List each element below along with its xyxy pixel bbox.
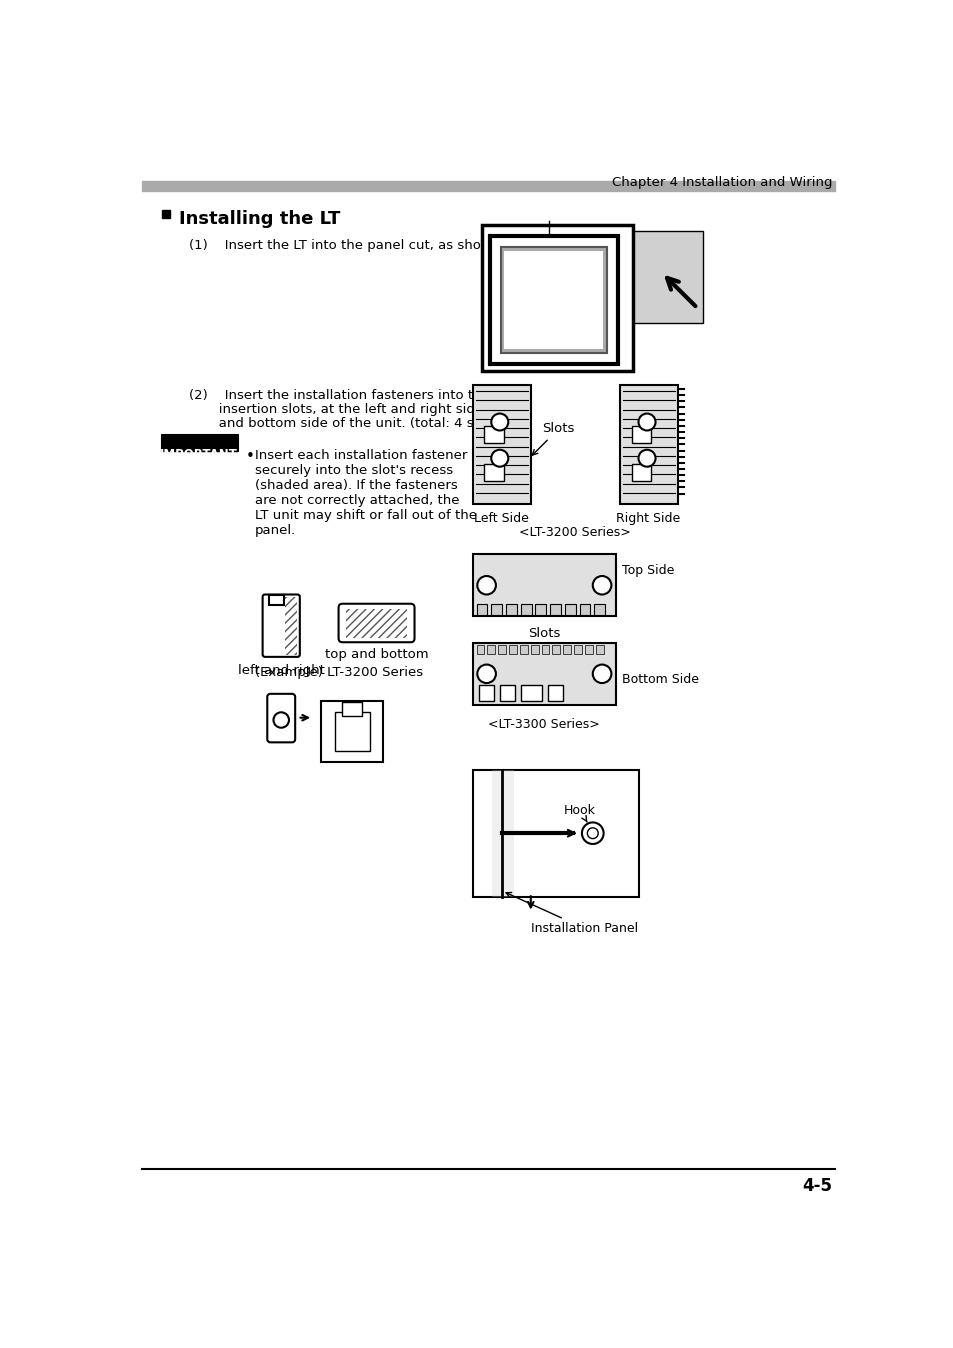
- Bar: [631, 464, 650, 481]
- Circle shape: [476, 576, 496, 594]
- Bar: [492, 770, 513, 898]
- Text: (2)    Insert the installation fasteners into the LT: (2) Insert the installation fasteners in…: [189, 390, 507, 402]
- Circle shape: [638, 414, 655, 430]
- Text: (1)    Insert the LT into the panel cut, as shown.: (1) Insert the LT into the panel cut, as…: [189, 239, 504, 252]
- Text: Installation Panel: Installation Panel: [505, 892, 638, 934]
- FancyBboxPatch shape: [267, 694, 294, 743]
- Circle shape: [476, 665, 496, 683]
- Bar: [505, 604, 517, 615]
- Bar: [504, 251, 602, 349]
- Bar: [564, 604, 575, 615]
- Bar: [472, 643, 616, 705]
- Text: top and bottom: top and bottom: [324, 647, 428, 661]
- Bar: [509, 644, 517, 654]
- Text: Hook: Hook: [563, 803, 596, 822]
- Bar: [594, 604, 604, 615]
- Text: Chapter 4 Installation and Wiring: Chapter 4 Installation and Wiring: [611, 175, 831, 189]
- Bar: [619, 386, 678, 504]
- FancyBboxPatch shape: [262, 594, 299, 656]
- Bar: [285, 597, 297, 655]
- FancyBboxPatch shape: [338, 604, 415, 642]
- Bar: [162, 209, 171, 218]
- Bar: [472, 386, 530, 504]
- Bar: [562, 644, 571, 654]
- Bar: [535, 604, 546, 615]
- Bar: [499, 685, 515, 701]
- Bar: [472, 770, 639, 898]
- Bar: [541, 644, 549, 654]
- Bar: [481, 225, 633, 371]
- Text: <LT-3300 Series>: <LT-3300 Series>: [488, 718, 599, 732]
- Text: (shaded area). If the fasteners: (shaded area). If the fasteners: [254, 479, 457, 492]
- Bar: [487, 644, 495, 654]
- Bar: [346, 609, 406, 639]
- Circle shape: [274, 712, 289, 728]
- Bar: [476, 604, 487, 615]
- Bar: [631, 426, 650, 442]
- Bar: [484, 426, 503, 442]
- Bar: [520, 685, 542, 701]
- Bar: [162, 435, 236, 450]
- Text: insertion slots, at the left and right side or top: insertion slots, at the left and right s…: [189, 403, 527, 415]
- Bar: [142, 181, 835, 191]
- Bar: [500, 247, 606, 353]
- Bar: [520, 604, 531, 615]
- Bar: [530, 644, 537, 654]
- Circle shape: [491, 450, 508, 466]
- Bar: [550, 604, 560, 615]
- Text: Left Side: Left Side: [474, 512, 528, 526]
- Bar: [519, 644, 527, 654]
- Text: Installing the LT: Installing the LT: [179, 209, 340, 228]
- Bar: [547, 685, 562, 701]
- Text: are not correctly attached, the: are not correctly attached, the: [254, 493, 459, 507]
- Text: Top Side: Top Side: [621, 563, 674, 577]
- Circle shape: [592, 576, 611, 594]
- Text: 4-5: 4-5: [801, 1177, 831, 1194]
- Bar: [584, 644, 592, 654]
- Text: •: •: [245, 449, 254, 464]
- Circle shape: [592, 665, 611, 683]
- Text: Right Side: Right Side: [616, 512, 680, 526]
- Bar: [489, 236, 617, 364]
- Text: and bottom side of the unit. (total: 4 slots): and bottom side of the unit. (total: 4 s…: [189, 417, 502, 430]
- Text: Insert each installation fastener: Insert each installation fastener: [254, 449, 467, 462]
- Bar: [574, 644, 581, 654]
- FancyArrowPatch shape: [567, 830, 574, 837]
- Bar: [552, 644, 559, 654]
- Text: left and right: left and right: [237, 663, 324, 677]
- Bar: [484, 464, 503, 481]
- Text: <LT-3200 Series>: <LT-3200 Series>: [518, 526, 630, 539]
- Bar: [335, 712, 369, 751]
- Circle shape: [581, 822, 603, 844]
- Text: Slots: Slots: [532, 422, 574, 456]
- Bar: [161, 434, 237, 452]
- Text: Bottom Side: Bottom Side: [621, 674, 699, 686]
- Text: LT unit may shift or fall out of the: LT unit may shift or fall out of the: [254, 510, 476, 522]
- Bar: [342, 702, 361, 716]
- Circle shape: [491, 414, 508, 430]
- Bar: [476, 644, 484, 654]
- Circle shape: [638, 450, 655, 466]
- Text: Slots: Slots: [527, 627, 559, 640]
- Bar: [269, 596, 284, 604]
- Bar: [491, 604, 501, 615]
- Text: IMPORTANT: IMPORTANT: [160, 448, 237, 461]
- Bar: [320, 701, 382, 763]
- Text: securely into the slot's recess: securely into the slot's recess: [254, 464, 453, 477]
- Bar: [472, 554, 616, 616]
- Bar: [478, 685, 494, 701]
- Bar: [579, 604, 590, 615]
- Bar: [497, 644, 505, 654]
- Text: (Example) LT-3200 Series: (Example) LT-3200 Series: [254, 666, 422, 679]
- Bar: [609, 231, 702, 324]
- Bar: [596, 644, 603, 654]
- Text: panel.: panel.: [254, 524, 295, 537]
